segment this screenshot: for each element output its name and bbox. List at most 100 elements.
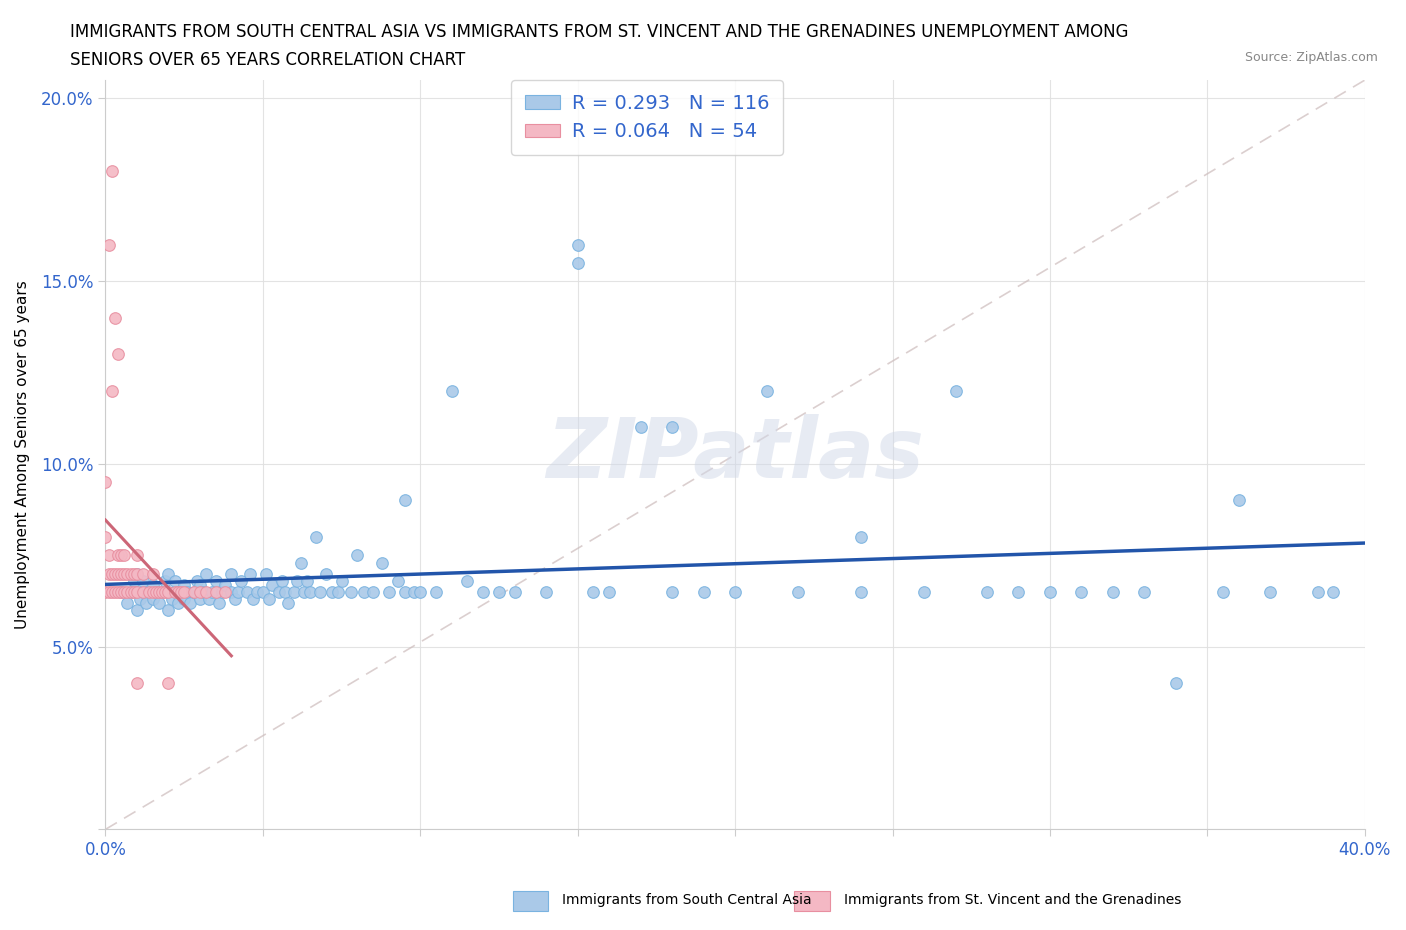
Point [1070,584,1092,599]
Point [211,584,233,599]
Point [188,591,211,606]
Point [567,237,589,252]
Point [183,584,205,599]
Point [160,591,183,606]
Point [117,584,139,599]
Point [195,584,218,599]
Legend: R = 0.293   N = 116, R = 0.064   N = 54: R = 0.293 N = 116, R = 0.064 N = 54 [512,80,783,155]
Point [252,584,274,599]
Point [409,584,432,599]
Point [472,584,495,599]
Point [402,584,425,599]
Point [173,577,195,591]
Point [142,591,165,606]
Point [97,566,120,581]
Point [170,584,193,599]
Point [1039,584,1062,599]
Text: SENIORS OVER 65 YEARS CORRELATION CHART: SENIORS OVER 65 YEARS CORRELATION CHART [70,51,465,69]
Point [107,584,129,599]
Point [186,574,208,589]
Point [125,566,148,581]
Point [1164,676,1187,691]
Point [254,566,277,581]
Text: Immigrants from St. Vincent and the Grenadines: Immigrants from St. Vincent and the Gren… [844,893,1181,908]
Point [170,584,193,599]
Point [724,584,747,599]
Point [321,584,343,599]
Point [299,584,322,599]
Point [277,595,299,610]
Point [150,584,173,599]
Point [308,584,330,599]
Point [148,584,170,599]
Text: IMMIGRANTS FROM SOUTH CENTRAL ASIA VS IMMIGRANTS FROM ST. VINCENT AND THE GRENAD: IMMIGRANTS FROM SOUTH CENTRAL ASIA VS IM… [70,23,1129,41]
Point [292,584,315,599]
Point [353,584,375,599]
Point [361,584,384,599]
Point [122,566,145,581]
Point [1260,584,1282,599]
Point [221,584,243,599]
Point [214,584,236,599]
Point [267,584,290,599]
Point [221,566,243,581]
Point [112,548,135,563]
Point [166,595,188,610]
Point [145,584,167,599]
Point [208,595,231,610]
Point [176,584,198,599]
Point [188,577,211,591]
Point [315,566,337,581]
Point [204,584,226,599]
Text: Source: ZipAtlas.com: Source: ZipAtlas.com [1244,51,1378,64]
Point [1306,584,1329,599]
Point [582,584,605,599]
Point [330,574,353,589]
Point [125,603,148,618]
Point [107,548,129,563]
Point [371,555,394,570]
Point [394,493,416,508]
Point [274,584,297,599]
Point [148,595,170,610]
Point [630,419,652,434]
Point [117,566,139,581]
Point [163,574,186,589]
Point [849,584,872,599]
Point [166,584,188,599]
Point [107,566,129,581]
Point [100,164,122,179]
Point [120,566,142,581]
Point [242,591,264,606]
Point [488,584,510,599]
Point [125,548,148,563]
Point [849,529,872,544]
Point [270,574,292,589]
Point [1227,493,1250,508]
Point [157,584,180,599]
Point [1322,584,1344,599]
Point [132,584,155,599]
Point [236,584,259,599]
Point [157,603,180,618]
Y-axis label: Unemployment Among Seniors over 65 years: Unemployment Among Seniors over 65 years [15,280,30,629]
Point [387,574,409,589]
Point [104,311,127,325]
Point [157,566,180,581]
Point [138,584,160,599]
Point [262,577,284,591]
Point [1102,584,1125,599]
Point [346,548,368,563]
Point [295,574,318,589]
Point [155,584,177,599]
Point [173,584,195,599]
Point [100,383,122,398]
Point [97,237,120,252]
Point [157,676,180,691]
Point [179,595,201,610]
Point [976,584,998,599]
Point [328,584,350,599]
Point [224,591,246,606]
Point [145,584,167,599]
Point [155,574,177,589]
